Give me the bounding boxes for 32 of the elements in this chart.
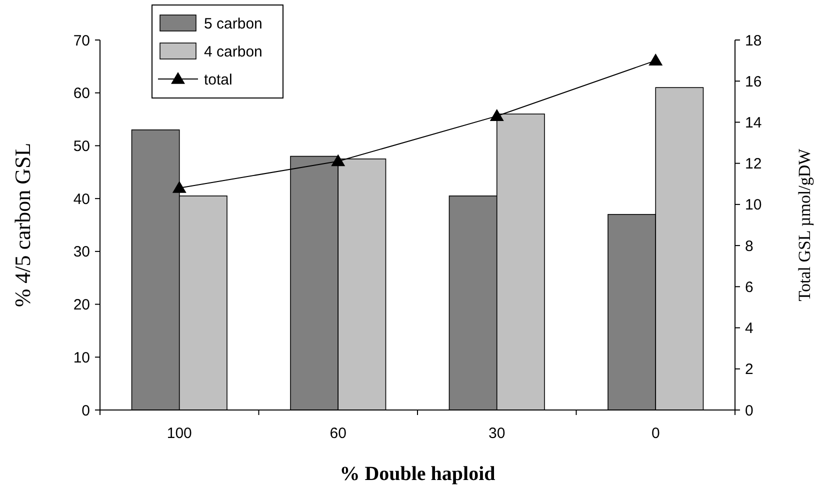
y2-tick-label: 16 xyxy=(745,73,762,90)
x-tick-label: 30 xyxy=(488,425,506,442)
y2-tick-label: 10 xyxy=(745,196,762,214)
x-tick-label: 60 xyxy=(330,425,346,442)
y2-tick-label: 4 xyxy=(745,320,754,338)
y2-tick-label: 12 xyxy=(745,156,762,173)
y-tick-label: 40 xyxy=(73,190,90,208)
point xyxy=(331,154,346,166)
y-axis-title: % 4/5 carbon GSL xyxy=(10,142,35,308)
legend-label: total xyxy=(204,71,232,88)
y2-tick-label: 2 xyxy=(745,361,754,378)
point xyxy=(490,109,504,121)
legend-label: 5 carbon xyxy=(204,15,262,32)
y2-tick-label: 14 xyxy=(745,114,762,132)
y-tick-label: 70 xyxy=(73,32,90,50)
legend-label: 4 carbon xyxy=(204,43,262,60)
y2-tick-label: 8 xyxy=(745,238,754,255)
x-axis-title: % Double haploid xyxy=(340,463,496,485)
y2-tick-label: 0 xyxy=(745,402,754,420)
point xyxy=(648,54,663,66)
y2-tick-label: 6 xyxy=(745,278,754,296)
x-tick-label: 100 xyxy=(166,425,192,442)
y2-tick-label: 18 xyxy=(745,32,762,50)
x-tick-label: 0 xyxy=(651,425,660,442)
y2-axis-title: Total GSL µmol/gDW xyxy=(795,148,814,302)
y-tick-label: 50 xyxy=(73,138,90,155)
y-tick-label: 20 xyxy=(73,296,90,314)
point xyxy=(172,181,186,193)
y-tick-label: 0 xyxy=(82,402,90,420)
y-tick-label: 30 xyxy=(73,244,90,261)
y-tick-label: 60 xyxy=(73,85,90,102)
y-tick-label: 10 xyxy=(73,349,90,366)
